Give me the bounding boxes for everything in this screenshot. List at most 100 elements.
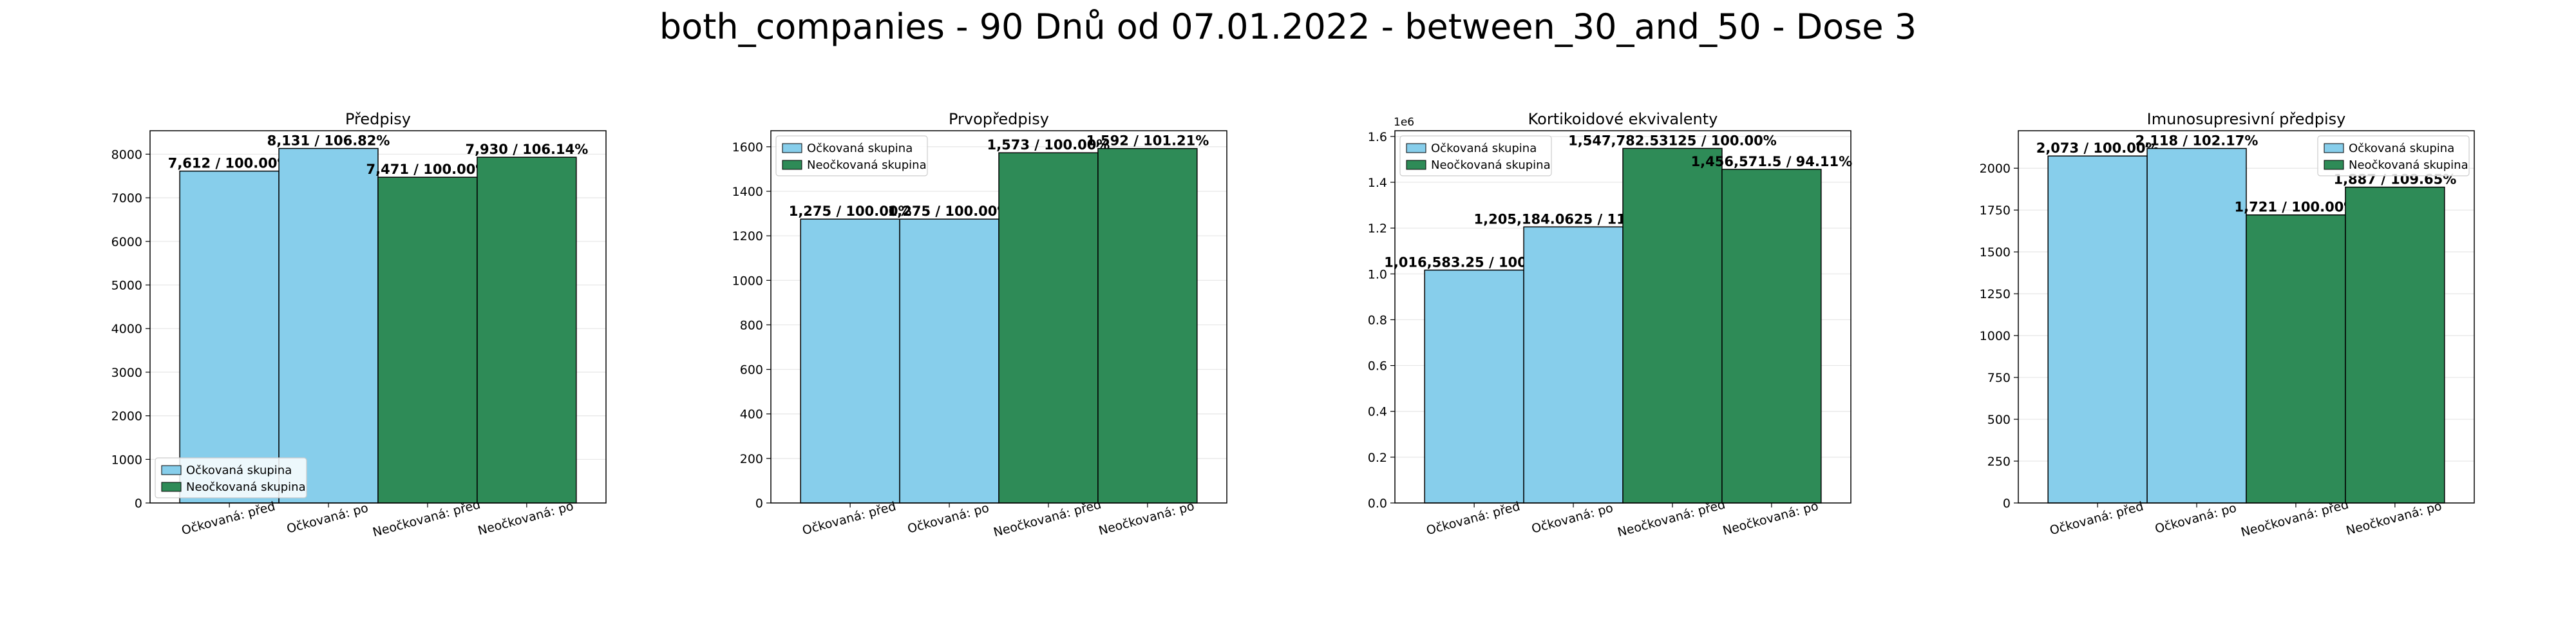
- data-label-3: 7,471 / 100.00%: [366, 162, 489, 177]
- y-tick-label: 750: [1987, 371, 2011, 385]
- legend-entry-1: Očkovaná skupina: [807, 142, 913, 155]
- x-tick-label: Neočkovaná: před: [2239, 497, 2350, 540]
- bar-2: [278, 147, 379, 504]
- chart-panel-2: 1,275 / 100.00% Očkovaná: před 1,275 / 100…: [732, 110, 1227, 540]
- bar-4: [1097, 147, 1198, 504]
- legend: Očkovaná skupina Neočkovaná skupina: [775, 135, 928, 176]
- bar-3: [2246, 214, 2346, 504]
- chart-title: Předpisy: [345, 110, 411, 128]
- y-tick-label: 0.6: [1368, 359, 1387, 374]
- y-tick-label: 250: [1987, 455, 2011, 469]
- x-tick-label: Neočkovaná: po: [1097, 499, 1196, 538]
- x-tick-label: Neočkovaná: po: [2345, 499, 2443, 538]
- x-tick-label: Očkovaná: po: [285, 501, 370, 536]
- data-label-1: 7,612 / 100.00%: [168, 156, 291, 171]
- y-tick-label: 6000: [111, 235, 142, 249]
- x-tick-label: Neočkovaná: před: [1616, 497, 1727, 540]
- y-tick-label: 2000: [1980, 162, 2011, 176]
- y-tick-label: 1000: [1980, 329, 2011, 343]
- data-label-2: 8,131 / 106.82%: [267, 133, 390, 149]
- x-tick-label: Očkovaná: před: [800, 499, 897, 538]
- axes-frame: [1394, 130, 1852, 504]
- y-tick-label: 600: [740, 363, 763, 377]
- y-tick-label: 200: [740, 452, 763, 466]
- data-label-1: 2,073 / 100.00%: [2036, 140, 2159, 156]
- y-tick-label: 1600: [732, 140, 763, 155]
- legend-swatch-2: [1406, 160, 1426, 170]
- y-tick-label: 7000: [111, 191, 142, 205]
- y-tick-label: 1000: [111, 453, 142, 467]
- axes-frame: [149, 130, 607, 504]
- bar-4: [477, 156, 577, 504]
- legend-entry-2: Neočkovaná skupina: [186, 480, 306, 494]
- chart-panel-3: 1,016,583.25 / 100.00%Očkovaná: před1,20…: [1368, 110, 1852, 540]
- y-tick-label: 8000: [111, 147, 142, 162]
- x-tick-label: Neočkovaná: po: [1721, 499, 1820, 538]
- x-tick-label: Očkovaná: před: [180, 499, 276, 538]
- y-tick-label: 0: [135, 497, 142, 511]
- bar-3: [1622, 147, 1723, 504]
- legend-entry-2: Neočkovaná skupina: [1431, 158, 1551, 172]
- data-label-4: 7,930 / 106.14%: [465, 142, 588, 157]
- legend-swatch-1: [782, 143, 802, 153]
- legend-box: [775, 135, 928, 176]
- y-tick-label: 1.6: [1368, 130, 1387, 144]
- legend-entry-2: Neočkovaná skupina: [2349, 158, 2468, 172]
- bar-2: [2146, 147, 2247, 504]
- x-tick-label: Neočkovaná: po: [477, 499, 575, 538]
- bar-1: [800, 218, 900, 504]
- y-tick-label: 0: [755, 497, 763, 511]
- y-tick-label: 1500: [1980, 245, 2011, 260]
- legend-box: [1399, 135, 1552, 176]
- y-tick-label: 0: [2003, 497, 2011, 511]
- x-tick-label: Neočkovaná: před: [992, 497, 1103, 540]
- legend-box: [2317, 135, 2470, 176]
- chart-title: Imunosupresivní předpisy: [2147, 110, 2346, 128]
- y-tick-label: 1750: [1980, 204, 2011, 218]
- legend-swatch-2: [782, 160, 802, 170]
- legend: Očkovaná skupina Neočkovaná skupina: [155, 457, 307, 498]
- legend-swatch-2: [161, 482, 182, 492]
- y-tick-label: 5000: [111, 279, 142, 293]
- legend: Očkovaná skupina Neočkovaná skupina: [2317, 135, 2470, 176]
- chart-title: Kortikoidové ekvivalenty: [1528, 110, 1718, 128]
- data-label-4: 1,592 / 101.21%: [1086, 133, 1209, 149]
- chart-title: Prvopředpisy: [949, 110, 1049, 128]
- data-label-2: 1,275 / 100.00%: [888, 204, 1011, 219]
- y-tick-label: 0.0: [1368, 497, 1387, 511]
- legend-box: [155, 457, 307, 498]
- bar-3: [377, 176, 478, 504]
- data-label-1: 1,275 / 100.00%: [789, 204, 912, 219]
- bar-4: [2345, 186, 2445, 504]
- bar-1: [2047, 155, 2148, 504]
- y-tick-label: 1.2: [1368, 222, 1387, 236]
- y-tick-label: 3000: [111, 366, 142, 380]
- y-tick-label: 400: [740, 408, 763, 422]
- bar-3: [998, 152, 1099, 504]
- x-tick-label: Očkovaná: před: [2048, 499, 2145, 538]
- y-tick-label: 500: [1987, 413, 2011, 427]
- x-tick-label: Očkovaná: po: [906, 501, 990, 536]
- legend: Očkovaná skupina Neočkovaná skupina: [1399, 135, 1552, 176]
- data-label-3: 1,721 / 100.00%: [2235, 200, 2358, 215]
- y-tick-label: 0.2: [1368, 451, 1387, 465]
- legend-swatch-1: [1406, 143, 1426, 153]
- data-label-3: 1,573 / 100.00%: [987, 137, 1110, 153]
- y-tick-label: 0.4: [1368, 405, 1387, 419]
- x-tick-label: Neočkovaná: před: [371, 497, 482, 540]
- bar-2: [1523, 226, 1624, 504]
- x-tick-label: Očkovaná: po: [1530, 501, 1615, 536]
- legend-entry-1: Očkovaná skupina: [186, 464, 292, 477]
- data-label-2: 2,118 / 102.17%: [2136, 133, 2259, 149]
- axes-frame: [2018, 130, 2475, 504]
- y-tick-label: 4000: [111, 322, 142, 336]
- y-tick-label: 800: [740, 318, 763, 332]
- legend-swatch-1: [2324, 143, 2344, 153]
- y-tick-label: 1.0: [1368, 267, 1387, 281]
- y-tick-label: 0.8: [1368, 313, 1387, 327]
- data-label-4: 1,456,571.5 / 94.11%: [1691, 154, 1853, 169]
- y-tick-label: 1000: [732, 274, 763, 288]
- bar-2: [899, 218, 999, 504]
- bar-4: [1721, 169, 1822, 504]
- axes-frame: [770, 130, 1227, 504]
